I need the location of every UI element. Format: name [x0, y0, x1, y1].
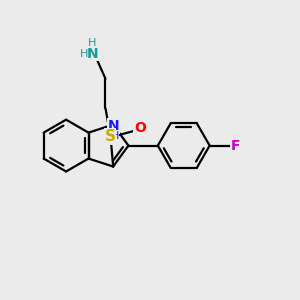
Text: O: O: [134, 122, 146, 135]
Text: N: N: [107, 119, 119, 133]
Text: H: H: [110, 131, 119, 141]
Text: S: S: [104, 129, 116, 144]
Text: H: H: [80, 49, 88, 59]
Text: H: H: [88, 38, 96, 48]
Text: N: N: [86, 47, 98, 61]
Text: F: F: [231, 139, 240, 153]
